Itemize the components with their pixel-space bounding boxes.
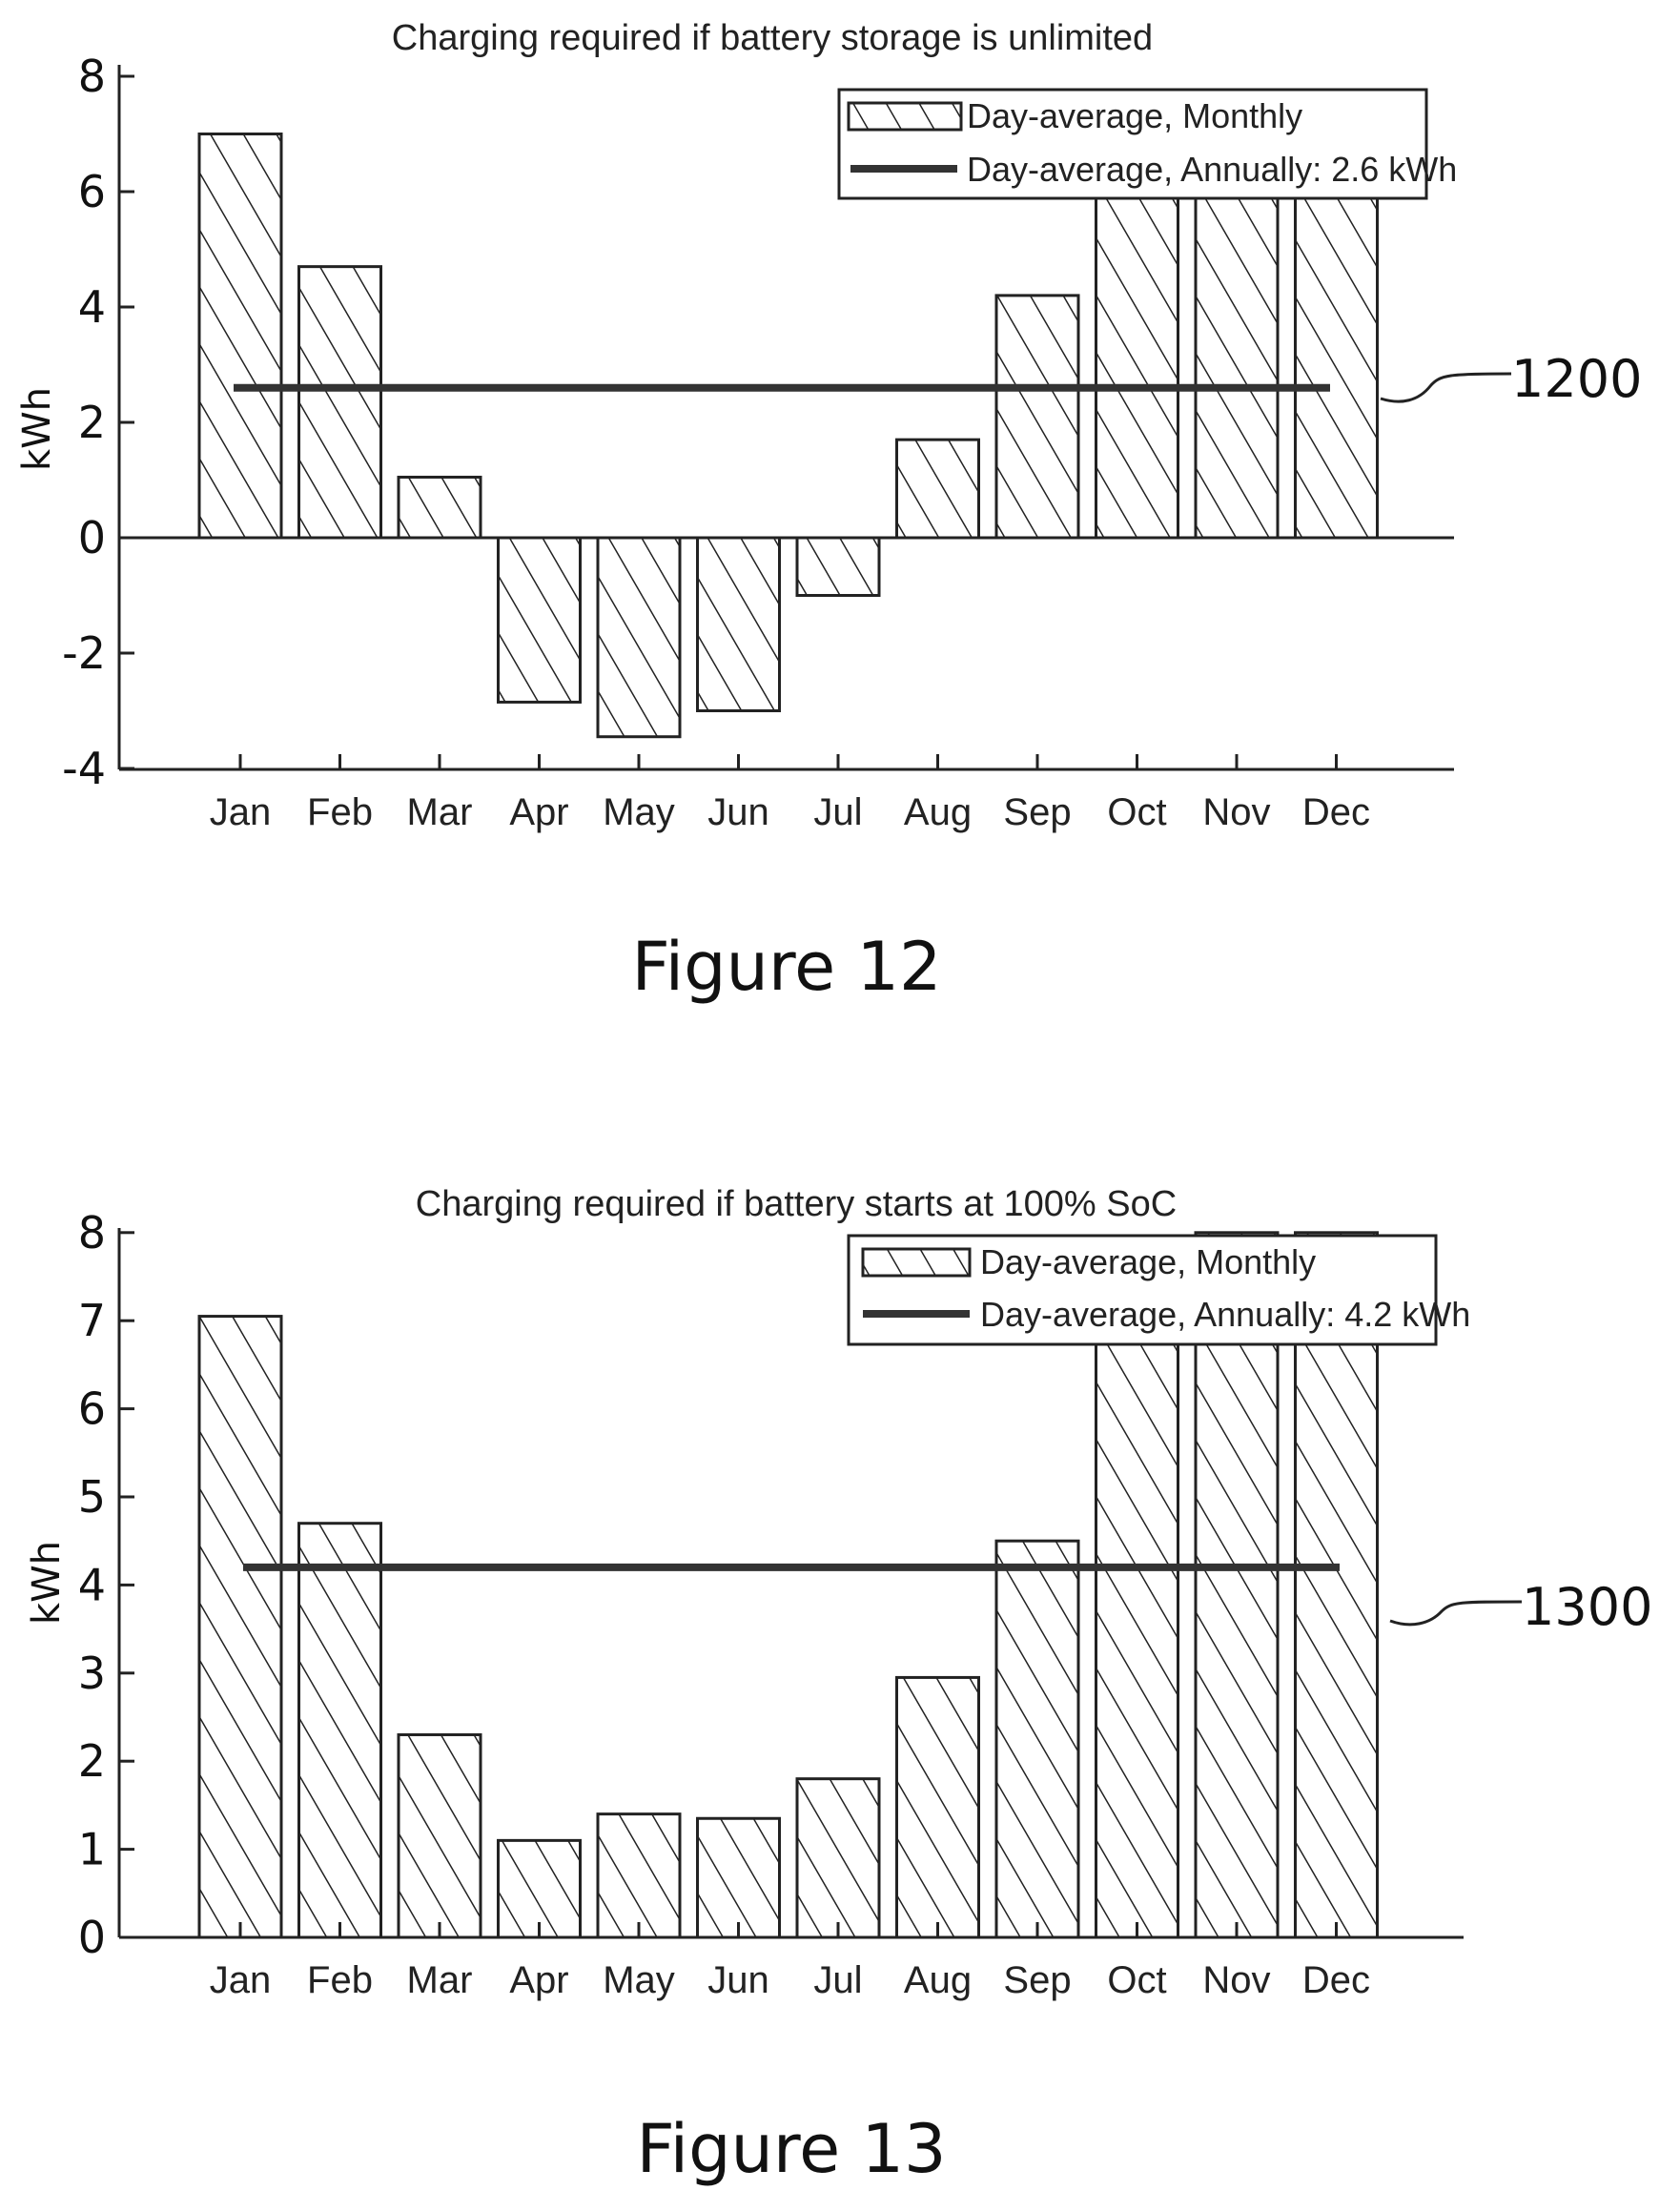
y-axis-label: kWh xyxy=(25,1541,69,1625)
legend-label-annual: Day-average, Annually: 2.6 kWh xyxy=(967,150,1457,189)
legend-swatch-monthly xyxy=(861,1247,972,1278)
bar-jul xyxy=(795,1777,881,1939)
bar-jan xyxy=(197,1315,283,1939)
reference-leader-line xyxy=(1389,1600,1523,1627)
chart-title: Charging required if battery storage is … xyxy=(392,18,1153,58)
x-tick-label: Feb xyxy=(307,791,373,833)
y-tick-label: 0 xyxy=(78,1912,106,1963)
y-tick-label: 3 xyxy=(78,1648,106,1699)
x-axis-ticks: Jan Feb Mar Apr May Jun Jul Aug Sep Oct Nov Dec xyxy=(210,1922,1370,2001)
bar-dec xyxy=(1294,1231,1379,1939)
reference-leader-line xyxy=(1380,372,1512,403)
bar-aug xyxy=(895,438,980,540)
y-tick-label: 2 xyxy=(78,397,106,448)
x-tick-label: May xyxy=(603,791,675,833)
figure-12-chart: Charging required if battery storage is … xyxy=(15,18,1642,1006)
legend-label-monthly: Day-average, Monthly xyxy=(967,96,1302,135)
y-tick-label: 2 xyxy=(78,1735,106,1787)
figure-label: Figure 12 xyxy=(631,928,941,1006)
x-tick-label: Jun xyxy=(707,1959,769,2001)
bar-may xyxy=(596,536,682,739)
x-tick-label: Jul xyxy=(813,791,862,833)
figure-13-chart: Charging required if battery starts at 1… xyxy=(25,1184,1652,2188)
y-tick-label: 6 xyxy=(78,166,106,217)
x-tick-label: Dec xyxy=(1302,791,1370,833)
y-tick-label: -4 xyxy=(62,743,106,794)
legend-label-annual: Day-average, Annually: 4.2 kWh xyxy=(980,1295,1470,1334)
bar-mar xyxy=(397,1732,482,1939)
bar-may xyxy=(596,1812,682,1939)
reference-numeral: 1300 xyxy=(1522,1577,1652,1637)
bar-apr xyxy=(497,1838,582,1939)
bar-feb xyxy=(297,265,382,540)
bar-mar xyxy=(397,475,482,540)
x-tick-label: Nov xyxy=(1202,791,1270,833)
y-tick-label: 6 xyxy=(78,1383,106,1435)
legend: Day-average, Monthly Day-average, Annual… xyxy=(847,1234,1470,1346)
y-tick-label: 4 xyxy=(78,281,106,333)
bar-jun xyxy=(696,536,781,712)
bar-jun xyxy=(696,1816,781,1939)
x-tick-label: May xyxy=(603,1959,675,2001)
chart-title: Charging required if battery starts at 1… xyxy=(416,1184,1177,1224)
bar-oct xyxy=(1095,190,1179,540)
x-axis-ticks: Jan Feb Mar Apr May Jun Jul Aug Sep Oct Nov Dec xyxy=(210,754,1370,833)
x-tick-label: Mar xyxy=(407,1959,473,2001)
bar-jan xyxy=(197,133,283,540)
reference-numeral: 1200 xyxy=(1511,349,1642,409)
bar-aug xyxy=(895,1675,980,1939)
bar-series xyxy=(197,92,1379,739)
x-tick-label: Apr xyxy=(509,1959,568,2001)
bar-nov xyxy=(1194,1231,1280,1939)
x-tick-label: Jun xyxy=(707,791,769,833)
x-tick-label: Feb xyxy=(307,1959,373,2001)
y-tick-label: -2 xyxy=(62,627,106,679)
legend: Day-average, Monthly Day-average, Annual… xyxy=(837,88,1457,200)
y-tick-label: 4 xyxy=(78,1559,106,1610)
x-tick-label: Apr xyxy=(509,791,568,833)
x-tick-label: Aug xyxy=(904,791,972,833)
x-tick-label: Mar xyxy=(407,791,473,833)
x-tick-label: Jul xyxy=(813,1959,862,2001)
x-tick-label: Sep xyxy=(1003,791,1071,833)
bar-sep xyxy=(994,294,1080,540)
y-tick-label: 7 xyxy=(78,1295,106,1346)
x-tick-label: Jan xyxy=(210,1959,272,2001)
bar-sep xyxy=(994,1539,1080,1939)
x-tick-label: Oct xyxy=(1107,791,1166,833)
bar-jul xyxy=(795,536,881,597)
x-tick-label: Sep xyxy=(1003,1959,1071,2001)
x-tick-label: Dec xyxy=(1302,1959,1370,2001)
y-axis-label: kWh xyxy=(15,387,59,471)
x-tick-label: Aug xyxy=(904,1959,972,2001)
y-tick-label: 8 xyxy=(78,51,106,102)
y-axis-ticks: -4 -2 0 2 4 6 8 xyxy=(62,51,134,794)
y-tick-label: 1 xyxy=(78,1824,106,1875)
x-tick-label: Jan xyxy=(210,791,272,833)
figure-label: Figure 13 xyxy=(636,2110,946,2188)
bar-apr xyxy=(497,536,582,704)
y-tick-label: 0 xyxy=(78,512,106,563)
legend-swatch-monthly xyxy=(847,101,963,132)
legend-label-monthly: Day-average, Monthly xyxy=(980,1242,1316,1281)
x-tick-label: Oct xyxy=(1107,1959,1166,2001)
bar-feb xyxy=(297,1522,382,1939)
y-axis-ticks: 0 1 2 3 4 5 6 7 8 xyxy=(78,1207,134,1963)
x-tick-label: Nov xyxy=(1202,1959,1270,2001)
y-tick-label: 5 xyxy=(78,1471,106,1523)
bar-oct xyxy=(1095,1292,1179,1939)
y-tick-label: 8 xyxy=(78,1207,106,1259)
